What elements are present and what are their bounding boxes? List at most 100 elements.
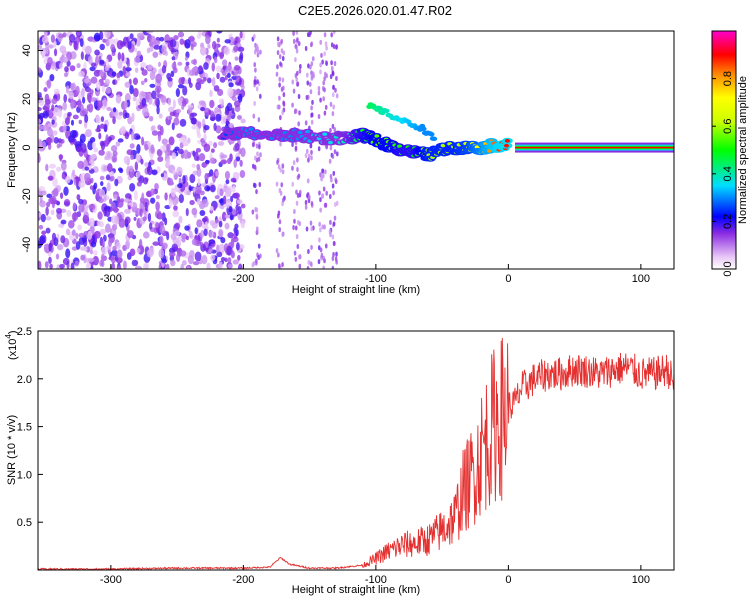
noise-streak (276, 64, 279, 70)
noise-streak (297, 121, 300, 127)
noise-speckle (67, 111, 72, 117)
noise-speckle (141, 97, 147, 107)
noise-speckle (233, 100, 241, 108)
noise-speckle (38, 260, 42, 269)
noise-speckle (46, 193, 53, 198)
noise-streak (329, 74, 333, 80)
noise-speckle (182, 175, 186, 185)
noise-streak (295, 31, 299, 35)
noise-streak (321, 224, 324, 230)
noise-speckle (99, 69, 105, 78)
noise-streak (296, 244, 300, 250)
spectrogram-ylabel: Frequency (Hz) (6, 112, 18, 188)
noise-speckle (233, 192, 240, 199)
noise-speckle (232, 185, 236, 194)
noise-speckle (55, 166, 62, 172)
noise-speckle (84, 45, 92, 55)
noise-speckle (126, 149, 134, 156)
noise-speckle (85, 262, 92, 269)
snr-x-ticks: -300 -200 -100 0 100 (100, 565, 650, 586)
noise-speckle (157, 132, 162, 142)
noise-streak (276, 50, 280, 56)
noise-streak (323, 76, 326, 82)
noise-streak (309, 143, 313, 149)
noise-speckle (112, 107, 117, 113)
noise-speckle (147, 212, 152, 223)
noise-streak (276, 41, 280, 47)
noise-streak (251, 142, 255, 148)
noise-speckle (80, 51, 84, 60)
noise-streak (311, 99, 314, 105)
noise-streak (329, 232, 332, 238)
noise-speckle (188, 77, 192, 85)
noise-streak (332, 240, 336, 246)
noise-streak (324, 41, 328, 47)
noise-speckle (237, 263, 243, 269)
noise-streak (320, 52, 323, 58)
noise-speckle (111, 71, 117, 77)
noise-speckle (100, 253, 105, 263)
noise-speckle (93, 250, 98, 256)
noise-speckle (219, 76, 226, 83)
noise-speckle (73, 138, 77, 146)
noise-speckle (235, 204, 239, 211)
noise-speckle (145, 191, 152, 198)
noise-speckle (140, 62, 147, 69)
noise-speckle (135, 135, 141, 140)
noise-speckle (71, 169, 76, 177)
colorbar-tick-label: 0.8 (722, 71, 734, 86)
noise-speckle (66, 60, 71, 67)
noise-speckle (55, 207, 62, 214)
noise-speckle (124, 132, 130, 140)
noise-streak (251, 262, 255, 268)
noise-speckle (60, 235, 66, 244)
noise-streak (298, 110, 301, 116)
noise-streak (276, 159, 279, 165)
noise-streak (298, 221, 302, 227)
noise-speckle (136, 181, 142, 187)
noise-speckle (38, 97, 45, 106)
noise-speckle (107, 163, 113, 173)
noise-streak (317, 90, 321, 96)
noise-speckle (208, 239, 216, 245)
noise-streak (298, 254, 301, 260)
noise-streak (304, 120, 308, 126)
noise-speckle (218, 229, 223, 238)
noise-streak (334, 202, 337, 208)
snr-ylabel: SNR (10 * v/v) (6, 415, 18, 485)
noise-speckle (207, 44, 211, 49)
noise-speckle (206, 186, 210, 192)
noise-speckle (105, 134, 109, 144)
noise-streak (281, 110, 284, 116)
noise-speckle (191, 207, 198, 216)
noise-streak (330, 60, 333, 66)
noise-speckle (61, 56, 69, 63)
noise-streak (278, 187, 282, 193)
noise-streak (330, 42, 334, 48)
noise-speckle (95, 55, 99, 66)
spectrogram-y-tick-label: -20 (21, 188, 33, 204)
noise-speckle (182, 98, 187, 107)
noise-speckle (141, 192, 145, 203)
noise-speckle (206, 77, 212, 84)
noise-streak (307, 63, 310, 69)
noise-speckle (218, 98, 223, 104)
noise-speckle (38, 124, 43, 131)
noise-streak (254, 67, 257, 73)
noise-speckle (235, 76, 240, 83)
noise-speckle (227, 263, 233, 269)
noise-speckle (161, 258, 168, 264)
noise-speckle (98, 189, 106, 198)
noise-streak (319, 172, 322, 178)
noise-streak (310, 201, 314, 207)
noise-speckle (112, 150, 118, 157)
noise-speckle (224, 170, 231, 180)
noise-speckle (221, 59, 228, 67)
noise-speckle (170, 259, 176, 267)
noise-speckle (239, 170, 246, 179)
noise-speckle (189, 200, 195, 206)
noise-streak (258, 181, 262, 187)
noise-streak (255, 143, 259, 149)
noise-speckle (226, 102, 233, 112)
